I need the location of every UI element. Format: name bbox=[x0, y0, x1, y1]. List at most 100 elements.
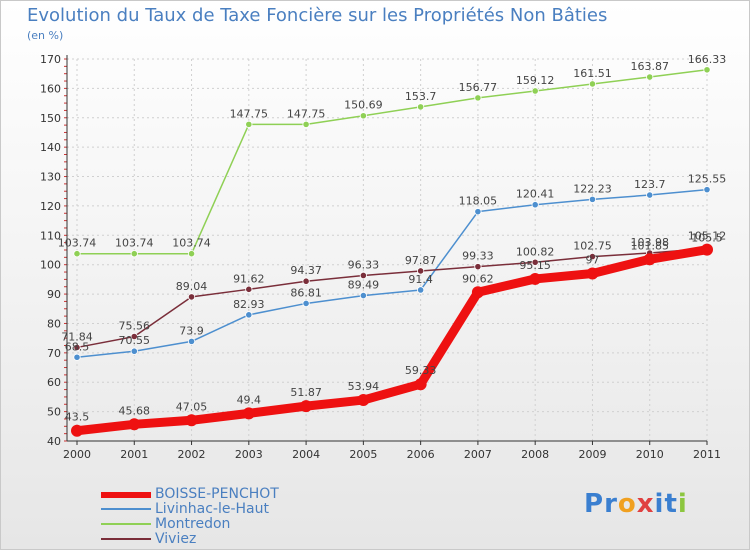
y-tick-label: 130 bbox=[40, 171, 61, 184]
series-line-montredon bbox=[77, 69, 708, 255]
data-point bbox=[701, 243, 713, 256]
data-label: 43.5 bbox=[65, 411, 90, 424]
x-tick-label: 2005 bbox=[349, 448, 377, 461]
data-label: 105.12 bbox=[688, 230, 727, 243]
x-tick-label: 2006 bbox=[407, 448, 435, 461]
y-tick-label: 70 bbox=[47, 347, 61, 360]
data-label: 97 bbox=[585, 254, 599, 267]
data-point bbox=[531, 87, 539, 95]
y-tick-label: 60 bbox=[47, 376, 61, 389]
data-point bbox=[474, 263, 482, 271]
data-point bbox=[187, 337, 196, 345]
legend-swatch bbox=[101, 508, 151, 510]
legend-label: BOISSE-PENCHOT bbox=[155, 486, 279, 502]
data-label: 53.94 bbox=[348, 380, 380, 393]
data-point bbox=[359, 271, 367, 280]
y-tick-label: 170 bbox=[40, 53, 61, 66]
y-tick-label: 160 bbox=[40, 82, 61, 95]
chart-subtitle: (en %) bbox=[27, 29, 64, 42]
logo-letter: o bbox=[617, 489, 637, 519]
data-point bbox=[245, 311, 253, 319]
x-tick-label: 2009 bbox=[578, 448, 606, 461]
data-label: 71.84 bbox=[61, 330, 93, 343]
data-point bbox=[588, 253, 597, 261]
data-label: 120.41 bbox=[516, 188, 555, 201]
data-label: 161.51 bbox=[573, 67, 612, 80]
data-point bbox=[245, 120, 253, 128]
data-label: 123.7 bbox=[634, 178, 666, 191]
data-label: 51.87 bbox=[290, 386, 322, 399]
legend-item: Viviez bbox=[101, 531, 361, 547]
y-tick-label: 110 bbox=[40, 229, 61, 242]
data-point bbox=[359, 291, 367, 300]
data-point bbox=[646, 191, 654, 199]
data-label: 70.55 bbox=[119, 334, 151, 347]
y-tick-label: 50 bbox=[47, 406, 61, 419]
data-label: 97.87 bbox=[405, 254, 437, 267]
data-point bbox=[474, 208, 482, 216]
data-point bbox=[302, 299, 310, 308]
data-label: 153.7 bbox=[405, 90, 437, 103]
legend-swatch bbox=[101, 523, 151, 525]
data-point bbox=[185, 414, 198, 427]
data-point bbox=[73, 353, 81, 361]
data-point bbox=[245, 285, 253, 293]
legend-swatch bbox=[101, 492, 151, 498]
y-tick-label: 90 bbox=[47, 288, 61, 301]
data-point bbox=[646, 73, 654, 81]
data-label: 105.5 bbox=[691, 232, 723, 245]
logo-letter: t bbox=[664, 489, 678, 519]
data-label: 166.33 bbox=[688, 53, 727, 66]
x-tick-label: 2007 bbox=[464, 448, 492, 461]
y-tick-label: 80 bbox=[47, 317, 61, 330]
data-label: 45.68 bbox=[119, 404, 151, 417]
data-point bbox=[130, 332, 138, 341]
y-tick-label: 150 bbox=[40, 112, 61, 125]
data-label: 94.37 bbox=[290, 264, 322, 277]
data-label: 122.23 bbox=[573, 182, 612, 195]
data-label: 91.4 bbox=[408, 273, 433, 286]
data-point bbox=[531, 258, 539, 266]
data-point bbox=[242, 407, 255, 420]
data-point bbox=[417, 103, 425, 111]
series-line-viviez bbox=[76, 247, 708, 349]
data-point bbox=[73, 343, 81, 352]
data-point bbox=[357, 394, 370, 407]
data-point bbox=[588, 80, 597, 88]
data-label: 102.75 bbox=[573, 240, 612, 253]
data-label: 73.9 bbox=[179, 324, 204, 337]
data-point bbox=[474, 94, 482, 102]
legend-label: Livinhac-le-Haut bbox=[155, 501, 269, 517]
data-point bbox=[187, 250, 196, 258]
data-point bbox=[417, 286, 425, 294]
data-point bbox=[130, 347, 138, 355]
data-label: 103.74 bbox=[172, 237, 211, 250]
data-point bbox=[130, 250, 138, 258]
data-point bbox=[588, 195, 597, 203]
data-point bbox=[471, 286, 484, 299]
logo-letter: x bbox=[636, 489, 655, 519]
logo-letter: r bbox=[604, 489, 618, 519]
data-label: 156.77 bbox=[459, 81, 498, 94]
data-label: 59.33 bbox=[405, 364, 437, 377]
data-point bbox=[302, 120, 310, 128]
legend-item: Montredon bbox=[101, 516, 361, 532]
chart-title: Evolution du Taux de Taxe Foncière sur l… bbox=[27, 5, 608, 26]
data-label: 82.93 bbox=[233, 298, 265, 311]
data-label: 150.69 bbox=[344, 99, 383, 112]
data-point bbox=[73, 250, 81, 258]
series-line-livinhac-le-haut bbox=[76, 188, 708, 358]
x-tick-label: 2002 bbox=[178, 448, 206, 461]
x-tick-label: 2004 bbox=[292, 448, 320, 461]
series-line-boisse-penchot bbox=[76, 245, 708, 436]
legend: BOISSE-PENCHOT Livinhac-le-Haut Montredo… bbox=[101, 486, 361, 547]
x-tick-label: 2003 bbox=[235, 448, 263, 461]
data-point bbox=[302, 277, 310, 285]
data-point bbox=[187, 293, 196, 301]
data-point bbox=[414, 378, 427, 391]
data-label: 101.85 bbox=[630, 239, 669, 252]
data-label: 49.4 bbox=[237, 393, 262, 406]
logo-letter: P bbox=[584, 489, 605, 519]
data-label: 47.05 bbox=[176, 400, 208, 413]
